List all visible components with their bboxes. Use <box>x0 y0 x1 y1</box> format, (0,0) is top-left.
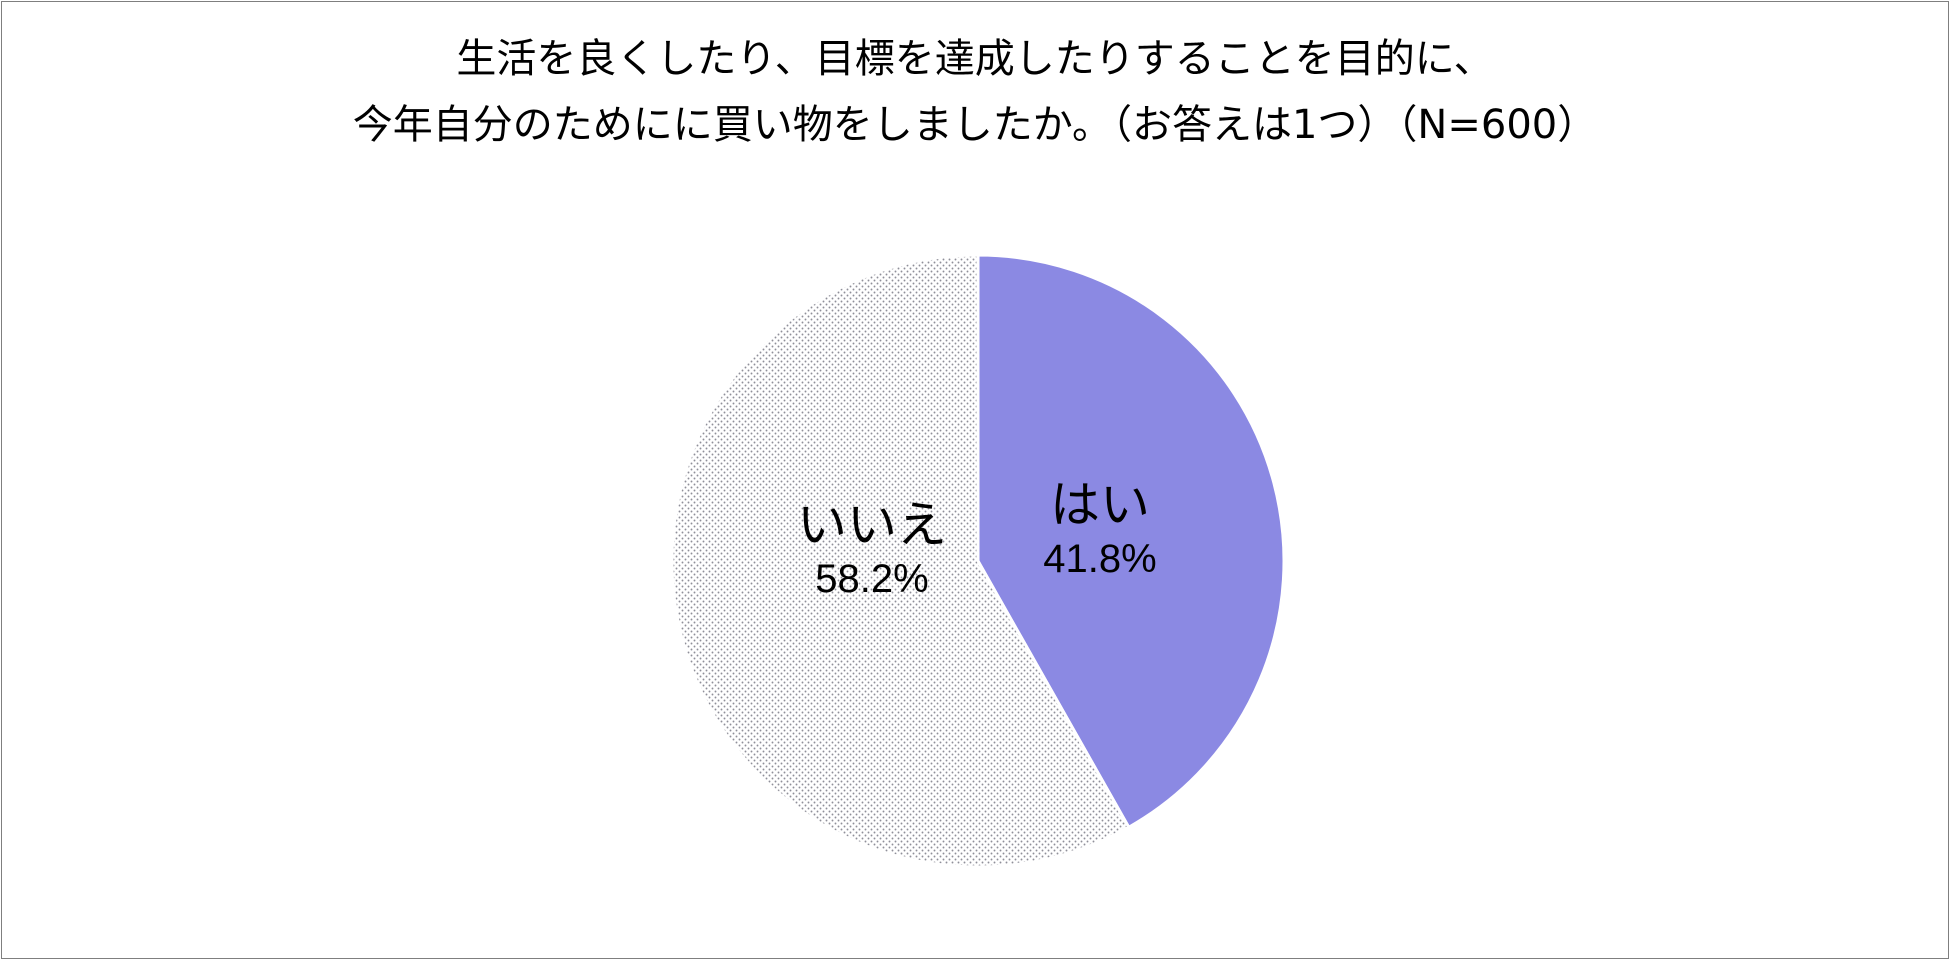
slice-label-no: いいえ <box>797 496 947 554</box>
chart-title-line-2: 今年自分のためにに買い物をしましたか。（お答えは1つ）（N=600） <box>352 102 1598 148</box>
slice-label-yes: はい <box>1050 476 1150 534</box>
pie-slice-yes <box>976 253 1286 830</box>
slice-percent-no: 58.2% <box>815 557 928 601</box>
slice-percent-yes: 41.8% <box>1043 537 1156 581</box>
chart-title-line-1: 生活を良くしたり、目標を達成したりすることを目的に、 <box>456 36 1494 82</box>
chart-title: 生活を良くしたり、目標を達成したりすることを目的に、 今年自分のためにに買い物を… <box>0 26 1950 158</box>
pie-slice-no <box>670 253 1131 869</box>
